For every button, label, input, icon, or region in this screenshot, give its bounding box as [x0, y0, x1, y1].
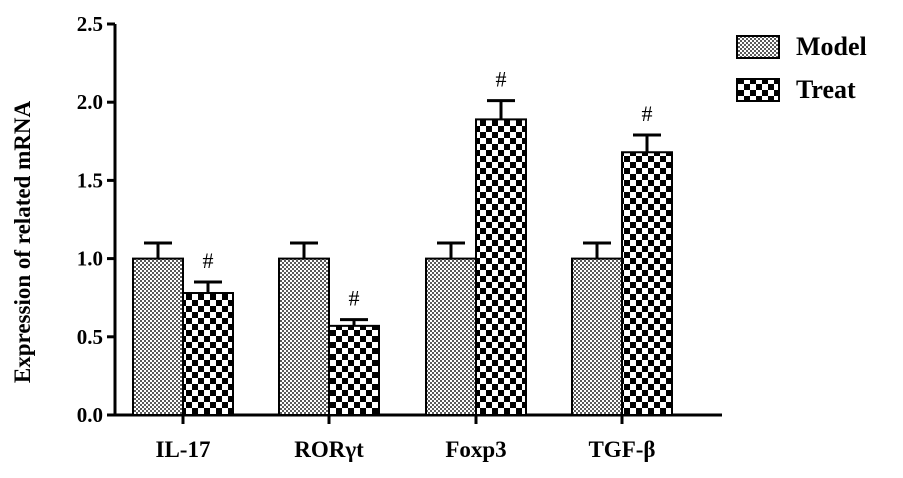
bars: # # # # [132, 67, 673, 417]
y-tick-label: 1.0 [77, 247, 103, 271]
x-tick-label: TGF-β [588, 437, 655, 462]
x-tick-label: RORγt [294, 437, 364, 462]
axes: 0.0 0.5 1.0 1.5 2.0 2.5 IL-17 RORγt Foxp3 TGF-β [77, 12, 722, 462]
x-tick-label: IL-17 [156, 437, 211, 462]
bar [425, 257, 477, 416]
legend: Model Treat [736, 32, 867, 104]
y-tick-label: 1.5 [77, 168, 103, 192]
x-tick-label: Foxp3 [445, 437, 506, 462]
y-tick-label: 2.0 [77, 90, 103, 114]
significance-mark: # [496, 67, 507, 92]
bar [571, 257, 623, 416]
bar [132, 257, 184, 416]
bar [182, 292, 234, 416]
bar [328, 324, 380, 416]
significance-mark: # [642, 101, 653, 126]
significance-mark: # [349, 286, 360, 311]
bar [621, 151, 673, 417]
y-tick-label: 0.5 [77, 325, 103, 349]
y-tick-label: 0.0 [77, 403, 103, 427]
bar [278, 257, 330, 416]
significance-mark: # [203, 248, 214, 273]
legend-label: Treat [796, 75, 856, 104]
legend-swatch [736, 35, 780, 59]
y-axis-label: Expression of related mRNA [10, 101, 35, 384]
legend-label: Model [796, 32, 867, 61]
legend-swatch [736, 78, 780, 102]
y-tick-label: 2.5 [77, 12, 103, 36]
bar [475, 118, 527, 417]
